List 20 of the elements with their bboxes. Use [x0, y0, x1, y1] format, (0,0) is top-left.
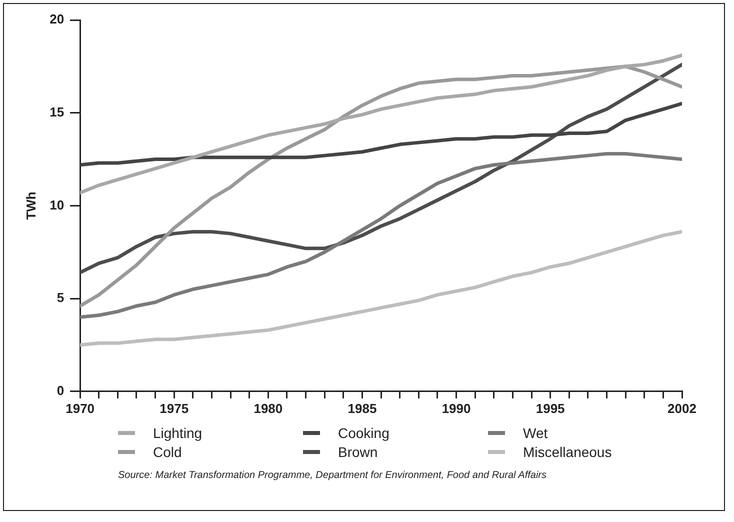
- legend-label: Miscellaneous: [523, 444, 612, 460]
- y-tick-label: 15: [50, 104, 64, 120]
- y-tick-label: 0: [56, 382, 64, 398]
- legend-label: Brown: [338, 444, 378, 460]
- x-tick-label: 2002: [668, 400, 696, 416]
- x-tick-label: 1980: [254, 400, 283, 416]
- x-tick-label: 1975: [160, 400, 189, 416]
- x-tick-label: 1985: [348, 400, 377, 416]
- legend-label: Wet: [523, 425, 548, 441]
- source-note: Source: Market Transformation Programme, Department for Environment, Food and Rural Affairs: [118, 470, 548, 482]
- legend-label: Lighting: [153, 425, 202, 441]
- y-tick-label: 10: [50, 197, 64, 212]
- y-tick-label: 5: [56, 290, 64, 306]
- x-tick-label: 1970: [66, 400, 95, 416]
- y-tick-label: 20: [50, 12, 64, 27]
- x-tick-label: 1990: [442, 400, 471, 416]
- y-axis-title: TWh: [23, 192, 38, 220]
- legend-label: Cooking: [338, 425, 390, 441]
- x-tick-label: 1995: [536, 400, 565, 416]
- legend-label: Cold: [153, 444, 182, 460]
